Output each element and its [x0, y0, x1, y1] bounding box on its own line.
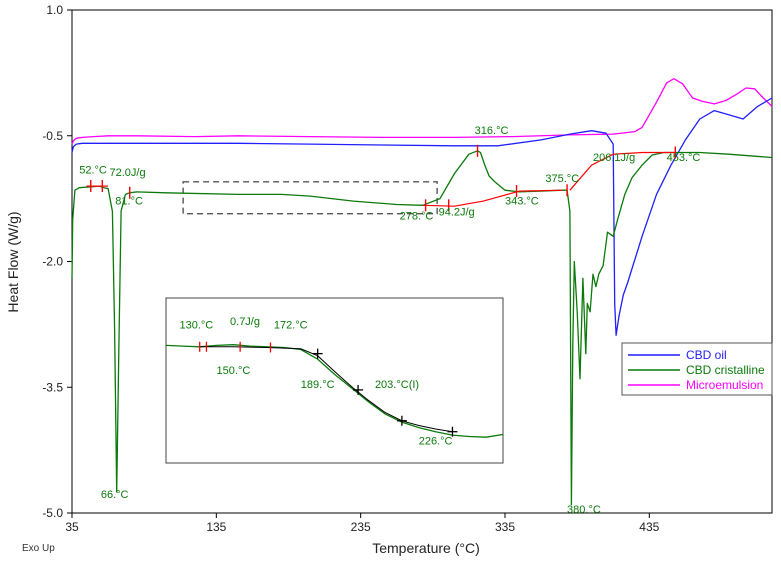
annotation-label: 343.°C: [505, 195, 539, 207]
series-line-microemulsion: [71, 78, 773, 145]
y-tick-label: -5.0: [42, 506, 63, 520]
x-axis-title: Temperature (°C): [372, 540, 480, 556]
y-tick-label: 1.0: [46, 3, 63, 17]
x-tick-label: 435: [639, 520, 659, 534]
inset-fit-line: [199, 346, 453, 433]
x-tick-label: 35: [65, 520, 79, 534]
inset-annotation-label: 130.°C: [179, 319, 213, 331]
inset-curve: [165, 344, 504, 438]
zoom-region: [182, 181, 438, 215]
y-tick-label: -0.5: [42, 129, 63, 143]
annotation-label: 52.°C: [79, 164, 107, 176]
inset-frame: [165, 297, 504, 464]
annotation-label: 278.°C: [400, 211, 434, 223]
annotation-label: 316.°C: [475, 125, 509, 137]
inset-annotation-label: 226.°C: [419, 436, 453, 448]
inset-annotation-label: 150.°C: [217, 365, 251, 377]
x-tick-label: 135: [206, 520, 226, 534]
inset-annotation-label: 0.7J/g: [230, 316, 260, 328]
annotation-group: 52.°C 72.0J/g 81.°C 66.°C 278.°C 94.2J/g 316.°…: [79, 125, 700, 516]
annotation-label: 206.1J/g: [593, 152, 635, 164]
y-tick-label: -2.0: [42, 255, 63, 269]
annotation-label: 94.2J/g: [439, 206, 475, 218]
zoom-box: [182, 181, 438, 215]
analysis-group: [86, 144, 676, 212]
legend-label: Microemulsion: [686, 378, 763, 392]
y-tick-label: -3.5: [42, 380, 63, 394]
annotation-label: 81.°C: [115, 195, 143, 207]
annotation-label: 453.°C: [667, 152, 701, 164]
exo-up-label: Exo Up: [22, 543, 55, 554]
y-axis-title: Heat Flow (W/g): [5, 211, 21, 312]
annotation-label: 66.°C: [101, 489, 129, 501]
inset-panel: 130.°C 0.7J/g 172.°C 150.°C 189.°C 203.°C(I) 2…: [165, 297, 504, 464]
axes: 35 135 235 335 435 1.0 -0.5 -2.0 -3.5 -5.0: [42, 3, 659, 534]
x-tick-label: 335: [495, 520, 515, 534]
series-line-cbd-cristalline: [71, 150, 773, 506]
x-tick-label: 235: [351, 520, 371, 534]
inset-annotation-label: 172.°C: [274, 319, 308, 331]
series-line-cbd-oil: [71, 97, 773, 336]
inset-annotation-label: 203.°C(I): [375, 379, 419, 391]
annotation-label: 72.0J/g: [110, 167, 146, 179]
legend-label: CBD oil: [686, 348, 727, 362]
annotation-label: 380.°C: [567, 504, 601, 516]
series-group: [71, 78, 773, 506]
annotation-label: 375.°C: [545, 173, 579, 185]
legend-label: CBD cristalline: [686, 363, 765, 377]
inset-annotation-label: 189.°C: [301, 379, 335, 391]
baseline-2: [422, 189, 563, 207]
baseline-3: [569, 151, 676, 191]
legend-box: [621, 342, 773, 396]
